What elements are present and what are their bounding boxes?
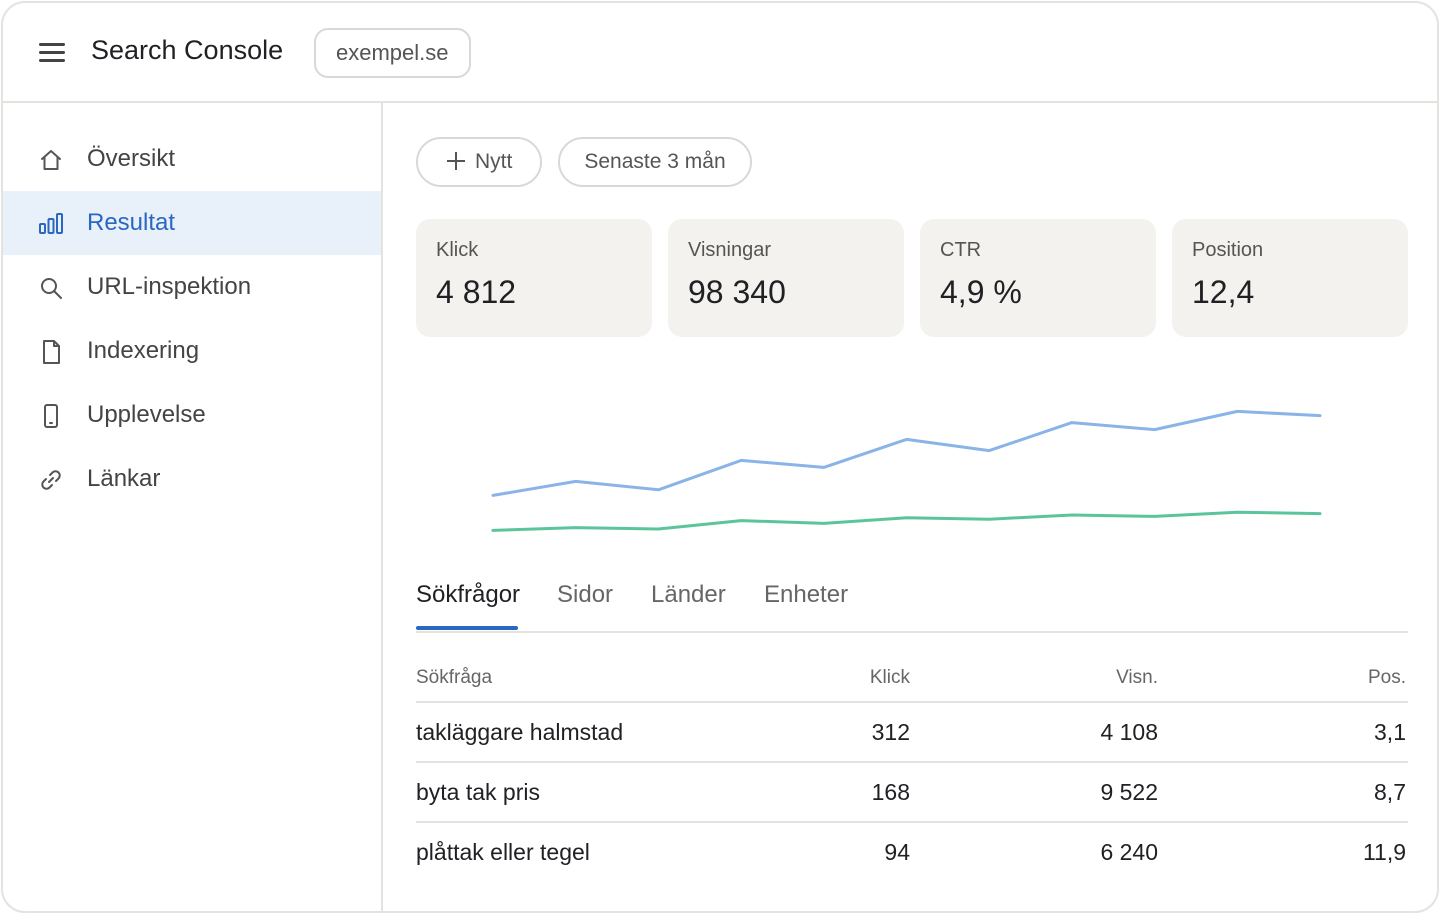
cell-query: takläggare halmstad [416,719,624,745]
table-row[interactable]: takläggare halmstad 312 4 108 3,1 [416,703,1408,763]
cell-impressions: 9 522 [1100,779,1158,805]
table-row[interactable]: byta tak pris 168 9 522 8,7 [416,763,1408,823]
metric-value: 4 812 [436,274,517,310]
metric-value: 12,4 [1192,274,1255,310]
main-content: Nytt Senaste 3 mån Klick 4 812 Visningar… [383,103,1437,911]
document-icon [43,340,60,364]
metric-card-position[interactable]: Position 12,4 [1172,219,1408,337]
new-filter-button[interactable]: Nytt [416,137,542,187]
menu-icon[interactable] [37,39,69,67]
header-impressions[interactable]: Visn. [1116,667,1158,688]
metric-label: Klick [436,239,479,261]
metric-card-klick[interactable]: Klick 4 812 [416,219,652,337]
tab-lander[interactable]: Länder [651,581,726,608]
table-header: Sökfråga Klick Visn. Pos. [416,651,1408,703]
metric-label: Position [1192,239,1264,261]
sidebar: Översikt Resultat URL-inspektion Indexer… [3,103,383,911]
active-tab-indicator [416,626,518,630]
sidebar-item-label: Indexering [87,337,200,364]
sidebar-item-label: URL-inspektion [87,273,252,300]
metric-label: CTR [940,239,982,261]
cell-impressions: 4 108 [1100,719,1158,745]
header-query[interactable]: Sökfråga [416,667,493,688]
cell-clicks: 94 [884,839,910,865]
mobile-icon [44,404,58,428]
plus-icon [446,151,466,171]
chart-series-line-1 [491,409,1322,497]
top-bar: Search Console exempel.se [3,3,1437,103]
cell-clicks: 168 [871,779,910,805]
results-table: Sökfråga Klick Visn. Pos. takläggare hal… [416,651,1408,883]
header-position[interactable]: Pos. [1367,667,1406,688]
app-title: Search Console [91,35,284,65]
metric-card-ctr[interactable]: CTR 4,9 % [920,219,1156,337]
search-icon [41,278,62,299]
tab-sokfragor[interactable]: Sökfrågor [416,581,521,608]
tab-sidor[interactable]: Sidor [557,581,614,608]
sidebar-item-url-inspektion[interactable]: URL-inspektion [3,255,381,319]
cell-position: 3,1 [1374,719,1406,745]
header-clicks[interactable]: Klick [869,667,910,688]
cell-query: plåttak eller tegel [416,839,590,865]
sidebar-item-indexering[interactable]: Indexering [3,319,381,383]
link-icon [41,470,61,490]
tab-enheter[interactable]: Enheter [764,581,849,608]
table-row[interactable]: plåttak eller tegel 94 6 240 11,9 [416,823,1408,883]
cell-query: byta tak pris [416,779,540,805]
home-icon [41,150,61,170]
results-tabs: Sökfrågor Sidor Länder Enheter [416,573,1408,633]
sidebar-item-upplevelse[interactable]: Upplevelse [3,383,381,447]
sidebar-item-oversikt[interactable]: Översikt [3,127,381,191]
cell-clicks: 312 [871,719,910,745]
new-filter-label: Nytt [475,150,513,173]
sidebar-item-resultat[interactable]: Resultat [3,191,381,255]
date-range-button[interactable]: Senaste 3 mån [558,137,752,187]
bar-chart-icon [39,213,63,234]
cell-position: 8,7 [1374,779,1406,805]
chart-series-line-2 [491,510,1322,532]
cell-position: 11,9 [1362,839,1406,865]
metric-label: Visningar [688,239,772,261]
sidebar-item-label: Upplevelse [87,401,206,428]
performance-chart [491,409,1322,532]
sidebar-item-label: Resultat [87,209,176,236]
metric-value: 98 340 [688,274,786,310]
sidebar-item-label: Översikt [87,145,176,172]
property-selector[interactable]: exempel.se [314,28,471,78]
metric-card-visningar[interactable]: Visningar 98 340 [668,219,904,337]
metric-value: 4,9 % [940,274,1022,310]
sidebar-item-label: Länkar [87,465,161,492]
sidebar-item-lankar[interactable]: Länkar [3,447,381,511]
cell-impressions: 6 240 [1100,839,1158,865]
